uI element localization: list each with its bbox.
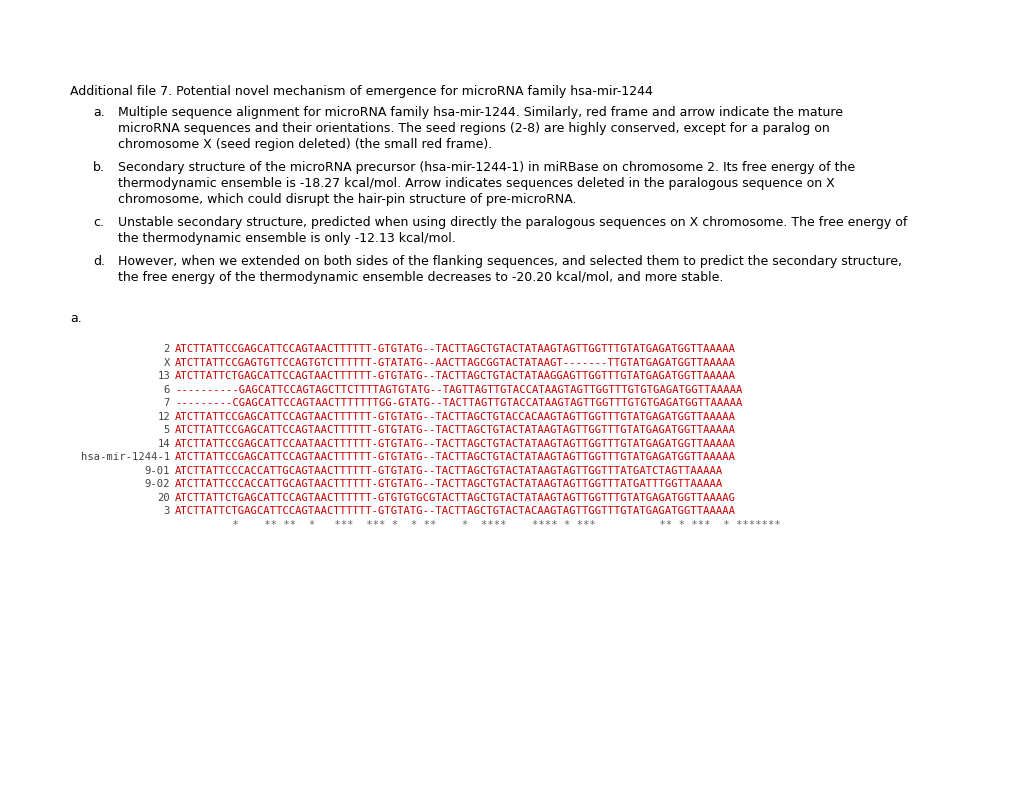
Text: ATCTTATTCCGAGCATTCCAATAACTTTTTT-GTGTATG--TACTTAGCTGTACTATAAGTAGTTGGTTTGTATGAGATG: ATCTTATTCCGAGCATTCCAATAACTTTTTT-GTGTATG-… bbox=[175, 438, 736, 448]
Text: b.: b. bbox=[93, 161, 105, 174]
Text: microRNA sequences and their orientations. The seed regions (2-8) are highly con: microRNA sequences and their orientation… bbox=[118, 122, 828, 135]
Text: ----------GAGCATTCCAGTAGCTTCTTTTAGTGTATG--TAGTTAGTTGTACCATAAGTAGTTGGTTTGTGTGAGAT: ----------GAGCATTCCAGTAGCTTCTTTTAGTGTATG… bbox=[175, 385, 742, 395]
Text: ATCTTATTCCGAGTGTTCCAGTGTCTTTTTT-GTATATG--AACTTAGCGGTACTATAAGT-------TTGTATGAGATG: ATCTTATTCCGAGTGTTCCAGTGTCTTTTTT-GTATATG-… bbox=[175, 358, 736, 367]
Text: c.: c. bbox=[93, 216, 104, 229]
Text: Secondary structure of the microRNA precursor (hsa-mir-1244-1) in miRBase on chr: Secondary structure of the microRNA prec… bbox=[118, 161, 854, 174]
Text: ATCTTATTCTGAGCATTCCAGTAACTTTTTT-GTGTATG--TACTTAGCTGTACTACAAGTAGTTGGTTTGTATGAGATG: ATCTTATTCTGAGCATTCCAGTAACTTTTTT-GTGTATG-… bbox=[175, 506, 736, 516]
Text: chromosome X (seed region deleted) (the small red frame).: chromosome X (seed region deleted) (the … bbox=[118, 138, 492, 151]
Text: X: X bbox=[163, 358, 170, 367]
Text: Multiple sequence alignment for microRNA family hsa-mir-1244. Similarly, red fra: Multiple sequence alignment for microRNA… bbox=[118, 106, 842, 119]
Text: 7: 7 bbox=[163, 398, 170, 408]
Text: 13: 13 bbox=[157, 371, 170, 381]
Text: Unstable secondary structure, predicted when using directly the paralogous seque: Unstable secondary structure, predicted … bbox=[118, 216, 907, 229]
Text: thermodynamic ensemble is -18.27 kcal/mol. Arrow indicates sequences deleted in : thermodynamic ensemble is -18.27 kcal/mo… bbox=[118, 177, 834, 190]
Text: 6: 6 bbox=[163, 385, 170, 395]
Text: the thermodynamic ensemble is only -12.13 kcal/mol.: the thermodynamic ensemble is only -12.1… bbox=[118, 232, 455, 245]
Text: d.: d. bbox=[93, 255, 105, 268]
Text: 14: 14 bbox=[157, 438, 170, 448]
Text: a.: a. bbox=[93, 106, 105, 119]
Text: ATCTTATTCCCACCATTGCAGTAACTTTTTT-GTGTATG--TACTTAGCTGTACTATAAGTAGTTGGTTTATGATTTGGT: ATCTTATTCCCACCATTGCAGTAACTTTTTT-GTGTATG-… bbox=[175, 479, 722, 489]
Text: 3: 3 bbox=[163, 506, 170, 516]
Text: ATCTTATTCTGAGCATTCCAGTAACTTTTTT-GTGTGTGCGTACTTAGCTGTACTATAAGTAGTTGGTTTGTATGAGATG: ATCTTATTCTGAGCATTCCAGTAACTTTTTT-GTGTGTGC… bbox=[175, 492, 736, 503]
Text: ATCTTATTCTGAGCATTCCAGTAACTTTTTT-GTGTATG--TACTTAGCTGTACTATAAGGAGTTGGTTTGTATGAGATG: ATCTTATTCTGAGCATTCCAGTAACTTTTTT-GTGTATG-… bbox=[175, 371, 736, 381]
Text: a.: a. bbox=[70, 312, 82, 325]
Text: the free energy of the thermodynamic ensemble decreases to -20.20 kcal/mol, and : the free energy of the thermodynamic ens… bbox=[118, 271, 722, 284]
Text: ATCTTATTCCCACCATTGCAGTAACTTTTTT-GTGTATG--TACTTAGCTGTACTATAAGTAGTTGGTTTATGATCTAGT: ATCTTATTCCCACCATTGCAGTAACTTTTTT-GTGTATG-… bbox=[175, 466, 722, 475]
Text: However, when we extended on both sides of the flanking sequences, and selected : However, when we extended on both sides … bbox=[118, 255, 901, 268]
Text: 9-01: 9-01 bbox=[145, 466, 170, 475]
Text: ATCTTATTCCGAGCATTCCAGTAACTTTTTT-GTGTATG--TACTTAGCTGTACTATAAGTAGTTGGTTTGTATGAGATG: ATCTTATTCCGAGCATTCCAGTAACTTTTTT-GTGTATG-… bbox=[175, 452, 736, 462]
Text: chromosome, which could disrupt the hair-pin structure of pre-microRNA.: chromosome, which could disrupt the hair… bbox=[118, 193, 576, 206]
Text: ATCTTATTCCGAGCATTCCAGTAACTTTTTT-GTGTATG--TACTTAGCTGTACTATAAGTAGTTGGTTTGTATGAGATG: ATCTTATTCCGAGCATTCCAGTAACTTTTTT-GTGTATG-… bbox=[175, 344, 736, 354]
Text: 12: 12 bbox=[157, 411, 170, 422]
Text: 20: 20 bbox=[157, 492, 170, 503]
Text: *    ** **  *   ***  *** *  * **    *  ****    **** * ***          ** * ***  * *: * ** ** * *** *** * * ** * **** **** * *… bbox=[175, 519, 780, 530]
Text: 5: 5 bbox=[163, 425, 170, 435]
Text: ATCTTATTCCGAGCATTCCAGTAACTTTTTT-GTGTATG--TACTTAGCTGTACTATAAGTAGTTGGTTTGTATGAGATG: ATCTTATTCCGAGCATTCCAGTAACTTTTTT-GTGTATG-… bbox=[175, 425, 736, 435]
Text: 9-02: 9-02 bbox=[145, 479, 170, 489]
Text: hsa-mir-1244-1: hsa-mir-1244-1 bbox=[81, 452, 170, 462]
Text: ATCTTATTCCGAGCATTCCAGTAACTTTTTT-GTGTATG--TACTTAGCTGTACCACAAGTAGTTGGTTTGTATGAGATG: ATCTTATTCCGAGCATTCCAGTAACTTTTTT-GTGTATG-… bbox=[175, 411, 736, 422]
Text: 2: 2 bbox=[163, 344, 170, 354]
Text: ---------CGAGCATTCCAGTAACTTTTTTTGG-GTATG--TACTTAGTTGTACCATAAGTAGTTGGTTTGTGTGAGAT: ---------CGAGCATTCCAGTAACTTTTTTTGG-GTATG… bbox=[175, 398, 742, 408]
Text: Additional file 7. Potential novel mechanism of emergence for microRNA family hs: Additional file 7. Potential novel mecha… bbox=[70, 85, 652, 98]
